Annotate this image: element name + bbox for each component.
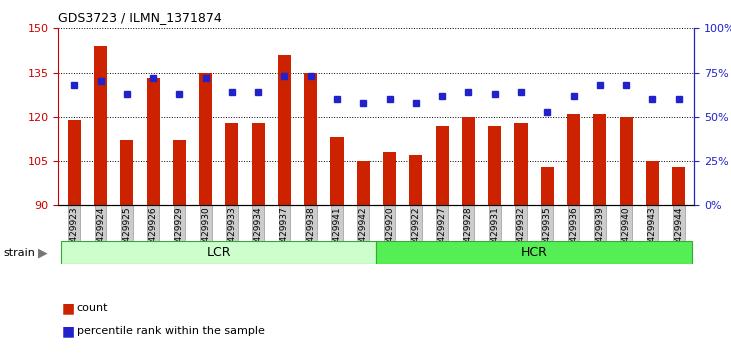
Bar	[225, 123, 238, 205]
Text: LCR: LCR	[207, 246, 231, 259]
Bar	[409, 155, 423, 205]
Bar	[120, 141, 133, 205]
Bar	[645, 161, 659, 205]
Bar	[357, 161, 370, 205]
Bar	[304, 73, 317, 205]
Bar	[199, 73, 212, 205]
Text: HCR: HCR	[520, 246, 548, 259]
Bar	[251, 123, 265, 205]
Bar	[594, 114, 607, 205]
Bar	[515, 123, 528, 205]
Text: strain: strain	[4, 248, 36, 258]
Text: ■: ■	[62, 301, 75, 315]
Text: percentile rank within the sample: percentile rank within the sample	[77, 326, 265, 336]
Bar	[330, 137, 344, 205]
Bar	[620, 117, 633, 205]
Bar	[68, 120, 81, 205]
Bar	[61, 241, 376, 264]
Text: GDS3723 / ILMN_1371874: GDS3723 / ILMN_1371874	[58, 11, 222, 24]
Bar	[278, 55, 291, 205]
Bar	[146, 79, 159, 205]
Bar	[567, 114, 580, 205]
Bar	[173, 141, 186, 205]
Bar	[436, 126, 449, 205]
Bar	[672, 167, 685, 205]
Bar	[383, 152, 396, 205]
Bar	[488, 126, 501, 205]
Text: ■: ■	[62, 324, 75, 338]
Text: count: count	[77, 303, 108, 313]
Bar	[94, 46, 107, 205]
Bar	[541, 167, 554, 205]
Bar	[376, 241, 692, 264]
Bar	[462, 117, 475, 205]
Text: ▶: ▶	[38, 247, 48, 259]
